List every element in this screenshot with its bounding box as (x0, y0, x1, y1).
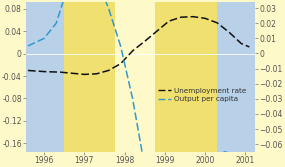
Bar (64, 2, 115, 152)
Bar (155, 2, 217, 152)
Bar (217, 2, 255, 152)
Bar (26, 2, 64, 152)
Legend: Unemployment rate, Output per capita: Unemployment rate, Output per capita (155, 85, 249, 105)
